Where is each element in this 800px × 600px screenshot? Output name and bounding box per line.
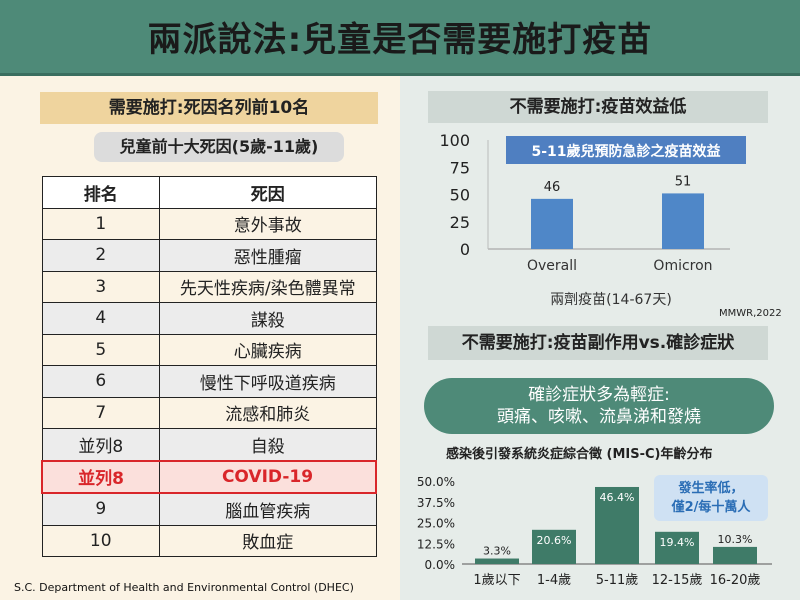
chart1-y-tick: 50 — [450, 186, 470, 205]
table-row: 10 敗血症 — [41, 524, 377, 557]
table-row: 6 慢性下呼吸道疾病 — [41, 365, 377, 398]
mmwr-source: MMWR,2022 — [719, 308, 782, 319]
pill-line-1: 確診症狀多為輕症: — [528, 385, 670, 405]
chart1-title-box — [506, 136, 746, 164]
incidence-note: 發生率低， 僅2/每十萬人 — [654, 475, 768, 521]
row-rank: 6 — [41, 365, 160, 398]
chart1-bar — [531, 198, 573, 249]
row-cause: 惡性腫瘤 — [159, 239, 377, 272]
right-banner-side-effects: 不需要施打:疫苗副作用vs.確診症狀 — [428, 326, 768, 360]
charts-svg: 0 25 50 75 100 5-11歲兒預防急診之疫苗效益 46 Overall 51 Omic… — [417, 131, 772, 588]
misc-chart-title: 感染後引發系統炎症綜合徵 (MIS-C)年齡分布 — [446, 447, 713, 462]
table-row: 5 心臟疾病 — [41, 333, 377, 366]
row-cause: 慢性下呼吸道疾病 — [159, 365, 377, 398]
table-row: 4 謀殺 — [41, 302, 377, 335]
row-cause: 謀殺 — [159, 302, 377, 335]
row-cause: 先天性疾病/染色體異常 — [159, 270, 377, 303]
note-line-2: 僅2/每十萬人 — [671, 500, 751, 515]
table-row: 3 先天性疾病/染色體異常 — [41, 270, 377, 303]
chart2-data-label: 19.4% — [660, 536, 695, 549]
table-header-row: 排名 死因 — [41, 176, 377, 209]
row-rank: 並列8 — [41, 459, 160, 494]
death-causes-table: 排名 死因 1 意外事故 2 惡性腫瘤 3 先天性疾病/染色體異常 4 謀殺 5 心臟疾病 6 慢性下… — [41, 176, 377, 557]
title-bar: 兩派說法:兒童是否需要施打疫苗 — [0, 0, 800, 76]
chart1-y-tick: 25 — [450, 213, 470, 232]
pill-line-2: 頭痛、咳嗽、流鼻涕和發燒 — [497, 407, 701, 427]
chart2-y-tick: 25.0% — [417, 517, 455, 531]
row-rank: 5 — [41, 333, 160, 366]
chart2-x-tick: 1-4歲 — [537, 573, 571, 588]
left-panel: 需要施打:死因名列前10名 兒童前十大死因(5歲-11歲) 排名 死因 1 意外事… — [0, 76, 400, 600]
chart2-data-label: 20.6% — [537, 534, 572, 547]
chart2-x-tick: 16-20歲 — [710, 573, 761, 588]
row-rank: 10 — [41, 524, 160, 557]
row-cause: 流感和肺炎 — [159, 396, 377, 429]
table-row: 並列8 自殺 — [41, 428, 377, 461]
symptom-pill: 確診症狀多為輕症: 頭痛、咳嗽、流鼻涕和發燒 — [424, 378, 774, 434]
row-cause: 腦血管疾病 — [159, 492, 377, 526]
chart2-x-tick: 5-11歲 — [596, 573, 639, 588]
chart2-data-label: 10.3% — [718, 533, 753, 546]
chart1-y-tick: 100 — [439, 131, 470, 150]
header-cause: 死因 — [159, 176, 377, 209]
chart2-bar — [595, 486, 639, 564]
chart2-x-tick: 12-15歲 — [652, 573, 703, 588]
table-row: 2 惡性腫瘤 — [41, 239, 377, 272]
table-row: 並列8 COVID-19 — [41, 459, 377, 494]
header-rank: 排名 — [41, 176, 160, 209]
row-rank: 並列8 — [41, 428, 160, 461]
left-subheader: 兒童前十大死因(5歲-11歲) — [94, 132, 344, 162]
source-note: S.C. Department of Health and Environmen… — [14, 581, 354, 594]
note-line-1: 發生率低， — [678, 481, 744, 496]
row-rank: 4 — [41, 302, 160, 335]
chart1-x-tick: Omicron — [653, 258, 712, 274]
row-cause: COVID-19 — [159, 459, 377, 494]
right-banner-benefit: 不需要施打:疫苗效益低 — [428, 91, 768, 123]
chart2-y-tick: 0.0% — [425, 558, 456, 572]
row-rank: 3 — [41, 270, 160, 303]
chart1-x-tick: Overall — [527, 258, 577, 274]
chart2-x-tick: 1歲以下 — [473, 573, 520, 588]
chart2-bar — [713, 546, 757, 564]
row-rank: 9 — [41, 492, 160, 526]
chart2-data-label: 46.4% — [600, 491, 635, 504]
chart1-y-tick: 75 — [450, 158, 470, 177]
right-panel: 不需要施打:疫苗效益低 不需要施打:疫苗副作用vs.確診症狀 確診症狀多為輕症:… — [400, 76, 800, 600]
chart1-x-label: 兩劑疫苗(14-67天) — [550, 291, 672, 308]
row-rank: 2 — [41, 239, 160, 272]
chart2-y-tick: 37.5% — [417, 496, 455, 510]
chart2-bar — [655, 531, 699, 564]
chart2-bar — [532, 529, 576, 564]
row-rank: 7 — [41, 396, 160, 429]
chart2-data-label: 3.3% — [483, 545, 511, 558]
row-cause: 心臟疾病 — [159, 333, 377, 366]
table-row: 7 流感和肺炎 — [41, 396, 377, 429]
chart1-bar — [662, 193, 704, 249]
left-header: 需要施打:死因名列前10名 — [40, 92, 378, 124]
table-row: 1 意外事故 — [41, 207, 377, 240]
row-cause: 自殺 — [159, 428, 377, 461]
chart1-data-label: 51 — [675, 174, 692, 189]
table-row: 9 腦血管疾病 — [41, 492, 377, 526]
chart1-data-label: 46 — [544, 180, 561, 195]
row-cause: 意外事故 — [159, 207, 377, 240]
chart1-y-tick: 0 — [460, 240, 470, 259]
chart2-bar — [475, 558, 519, 564]
chart2-y-tick: 12.5% — [417, 537, 455, 551]
row-rank: 1 — [41, 207, 160, 240]
chart2-y-tick: 50.0% — [417, 475, 455, 489]
row-cause: 敗血症 — [159, 524, 377, 557]
chart1-title: 5-11歲兒預防急診之疫苗效益 — [531, 143, 720, 160]
page-title: 兩派說法:兒童是否需要施打疫苗 — [147, 20, 653, 60]
